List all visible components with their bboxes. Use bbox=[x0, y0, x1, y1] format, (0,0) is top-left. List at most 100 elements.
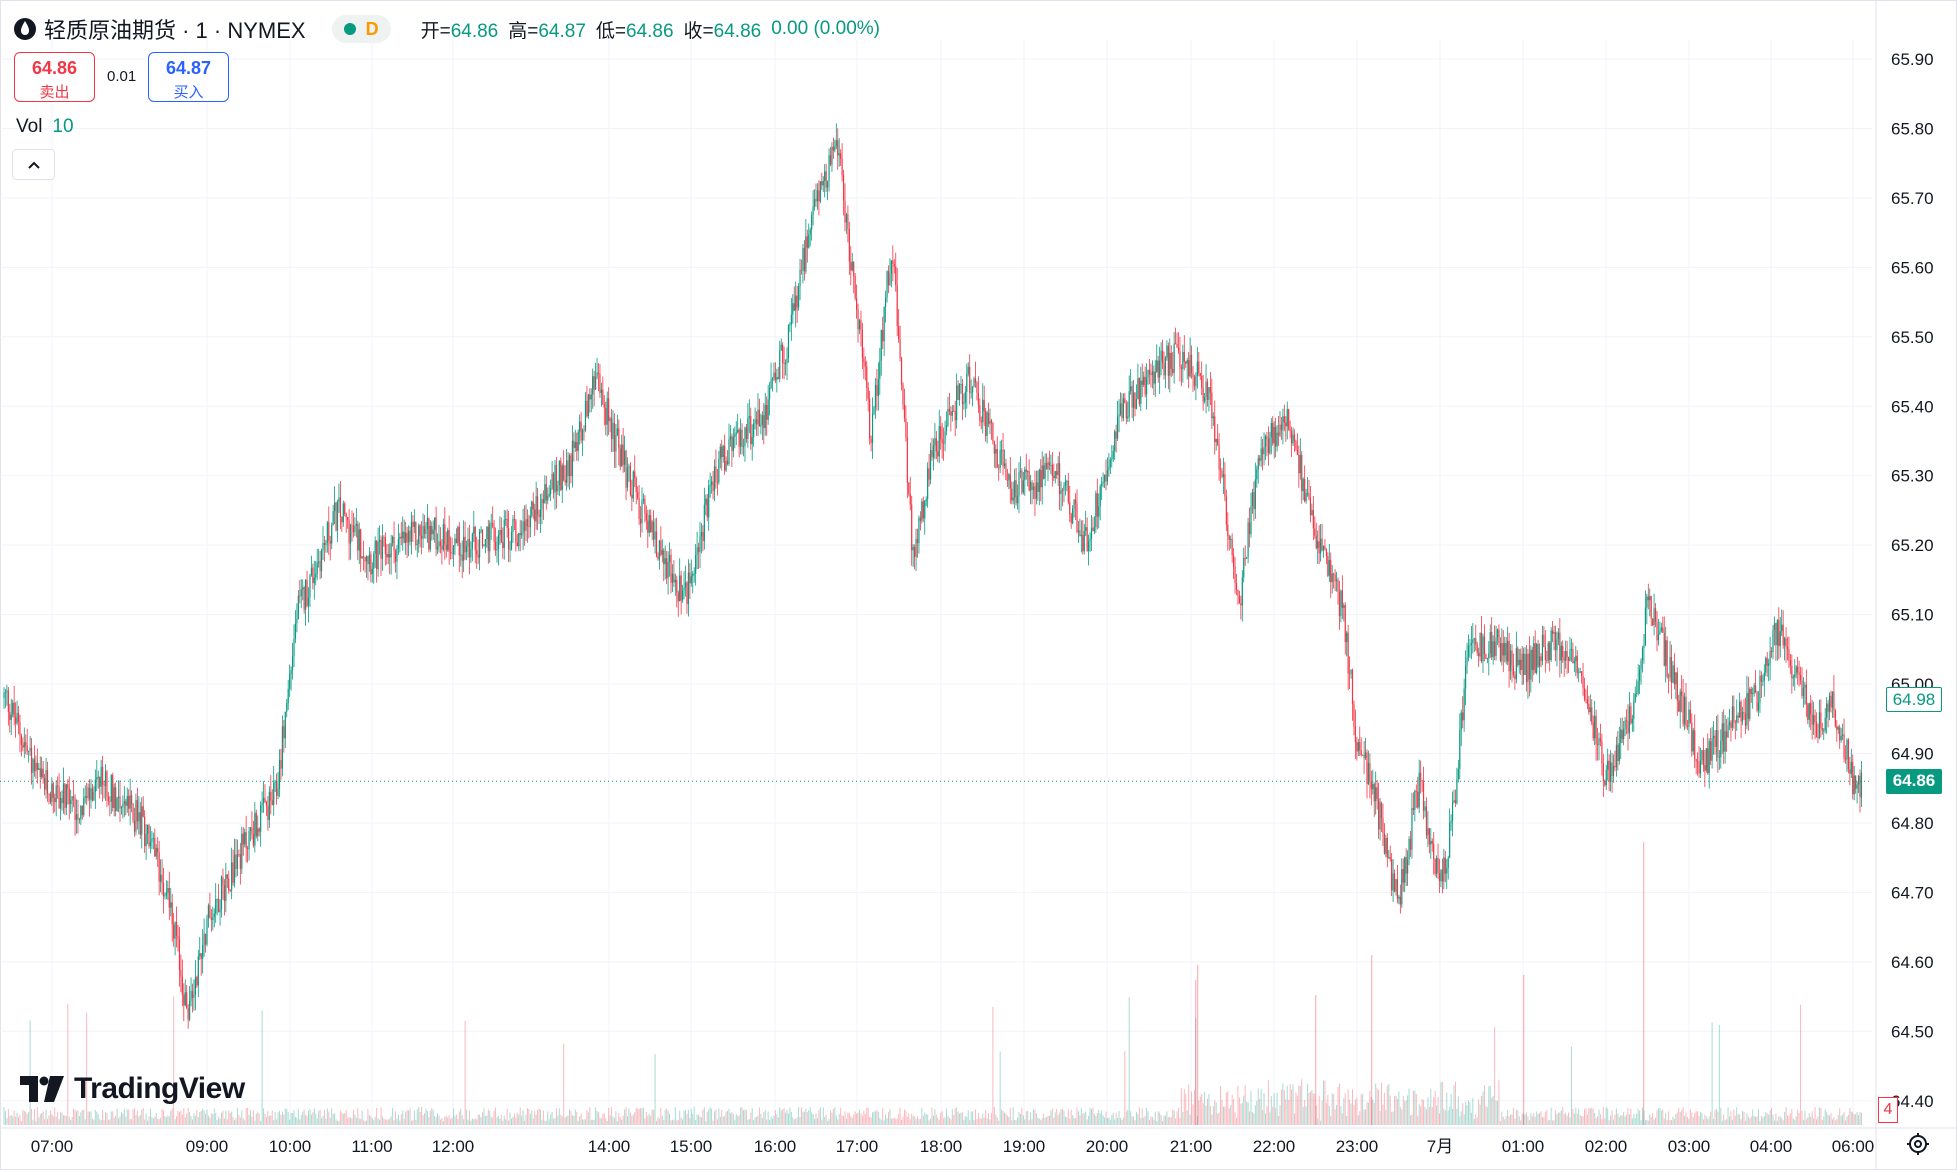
symbol-title[interactable]: 轻质原油期货 · 1 · NYMEX bbox=[44, 18, 306, 43]
volume-bar bbox=[654, 1053, 656, 1125]
volume-bar bbox=[1115, 1113, 1117, 1125]
candle-body bbox=[586, 401, 588, 417]
candle-body bbox=[1340, 590, 1342, 617]
volume-bar bbox=[1524, 1114, 1526, 1125]
candle-body bbox=[1453, 800, 1455, 803]
volume-bar bbox=[429, 1110, 431, 1125]
volume-bar bbox=[918, 1119, 920, 1125]
candle-body bbox=[399, 536, 401, 539]
candle-body bbox=[486, 526, 488, 540]
time-axis[interactable]: 07:00 09:00 10:00 11:00 12:00 14:00 15:00 16:00… bbox=[0, 1127, 1957, 1156]
candle-body bbox=[1447, 857, 1449, 869]
volume-bar bbox=[1230, 1105, 1232, 1125]
candle-body bbox=[1128, 391, 1130, 417]
candle-body bbox=[364, 556, 366, 562]
candle-body bbox=[93, 791, 95, 801]
candle-body bbox=[589, 394, 591, 400]
volume-bar bbox=[413, 1110, 415, 1125]
candle-body bbox=[1695, 759, 1697, 761]
market-open-dot-icon bbox=[343, 23, 356, 35]
volume-bar bbox=[416, 1109, 418, 1125]
candle-body bbox=[1511, 650, 1513, 666]
volume-bar bbox=[534, 1111, 536, 1125]
volume-bar bbox=[263, 1108, 265, 1125]
candle-body bbox=[911, 504, 913, 551]
market-status-badge[interactable]: D bbox=[331, 15, 391, 43]
volume-bar bbox=[606, 1120, 608, 1125]
volume-bar bbox=[1497, 1100, 1498, 1125]
volume-bar bbox=[635, 1107, 637, 1125]
volume-bar bbox=[703, 1107, 705, 1125]
price-tick-label: 65.90 bbox=[1891, 50, 1934, 69]
gear-icon[interactable] bbox=[1904, 1130, 1932, 1158]
candle-body bbox=[932, 445, 935, 458]
candle-body bbox=[764, 404, 766, 428]
volume-bar bbox=[1307, 1084, 1309, 1125]
volume-bar bbox=[637, 1108, 639, 1125]
volume-bar bbox=[1299, 1086, 1301, 1125]
candle-body bbox=[1714, 735, 1716, 747]
candle-body bbox=[342, 503, 344, 523]
candle-body bbox=[1712, 735, 1715, 739]
volume-bar bbox=[1128, 997, 1130, 1125]
candle-body bbox=[1022, 480, 1024, 493]
candle-body bbox=[838, 153, 840, 156]
volume-bar bbox=[1304, 1099, 1306, 1125]
candle-body bbox=[726, 461, 729, 465]
volume-bar bbox=[618, 1112, 620, 1125]
candle-body bbox=[1657, 634, 1660, 641]
candle-body bbox=[7, 690, 9, 712]
candle-body bbox=[251, 827, 253, 835]
candle-body bbox=[1833, 691, 1835, 711]
volume-bar bbox=[1019, 1113, 1021, 1125]
candle-body bbox=[210, 917, 212, 920]
candle-body bbox=[1027, 471, 1029, 473]
volume-bar bbox=[856, 1113, 858, 1125]
candle-body bbox=[378, 540, 381, 543]
volume-bar bbox=[1514, 1118, 1516, 1125]
tradingview-logo[interactable]: TradingView bbox=[20, 1072, 245, 1106]
volume-bar bbox=[1526, 1112, 1527, 1125]
volume-bar bbox=[444, 1116, 446, 1125]
volume-bar bbox=[748, 1119, 750, 1125]
candles[interactable] bbox=[3, 123, 1863, 1029]
volume-bar bbox=[170, 1110, 172, 1125]
candle-body bbox=[1689, 709, 1691, 723]
candle-body bbox=[964, 392, 966, 403]
volume-legend[interactable]: Vol 10 bbox=[16, 116, 74, 138]
collapse-legend-button[interactable] bbox=[12, 149, 55, 180]
candle-body bbox=[1130, 386, 1132, 392]
candle-body bbox=[1489, 632, 1491, 654]
price-axis[interactable]: 65.9065.8065.7065.6065.5065.4065.3065.20… bbox=[1875, 0, 1934, 1170]
candle-body bbox=[754, 419, 756, 424]
volume-bar bbox=[1402, 1095, 1404, 1125]
volume-bar bbox=[268, 1115, 270, 1125]
volume-bar bbox=[1631, 1118, 1633, 1125]
volume-bar bbox=[348, 1117, 350, 1125]
volume-bar bbox=[74, 1109, 76, 1125]
candle-body bbox=[998, 467, 1000, 469]
volume-bar bbox=[751, 1108, 753, 1125]
candle-body bbox=[1715, 730, 1718, 747]
volume-bar bbox=[619, 1116, 621, 1125]
candle-body bbox=[483, 545, 485, 547]
volume-bar bbox=[484, 1116, 486, 1125]
volume-bar bbox=[1008, 1116, 1010, 1125]
volume-bar bbox=[821, 1120, 823, 1125]
volume-bar bbox=[1317, 1118, 1319, 1125]
candle-body bbox=[1251, 491, 1254, 506]
candle-body bbox=[1692, 730, 1694, 752]
buy-button[interactable]: 64.87 买入 bbox=[148, 52, 229, 102]
candle-body bbox=[632, 471, 634, 499]
candle-body bbox=[1351, 669, 1354, 704]
candle-body bbox=[103, 784, 105, 786]
volume-bar bbox=[442, 1120, 444, 1125]
volume-bar bbox=[1720, 1107, 1722, 1125]
volume-bar bbox=[1843, 1112, 1845, 1125]
candle-body bbox=[1794, 674, 1796, 678]
candle-body bbox=[207, 905, 210, 919]
sell-button[interactable]: 64.86 卖出 bbox=[14, 52, 95, 102]
volume-bar bbox=[1585, 1108, 1587, 1125]
volume-bar bbox=[1175, 1118, 1177, 1125]
